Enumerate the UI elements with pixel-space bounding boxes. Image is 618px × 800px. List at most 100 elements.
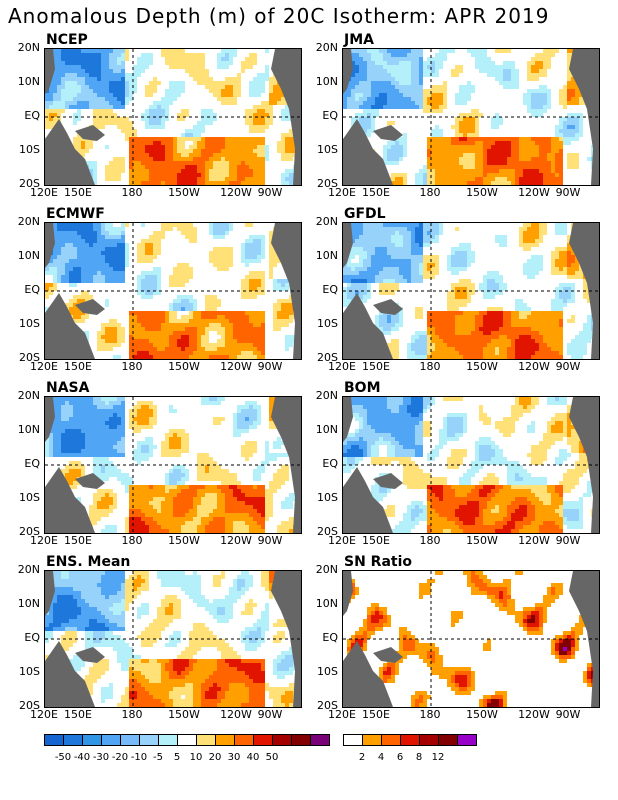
field-cell	[125, 259, 129, 263]
field-cell	[423, 227, 427, 231]
field-cell	[145, 259, 149, 263]
field-cell	[551, 303, 555, 307]
field-cell	[487, 141, 491, 145]
field-cell	[257, 239, 261, 243]
field-cell	[447, 153, 451, 157]
field-cell	[507, 165, 511, 169]
field-cell	[471, 137, 475, 141]
field-cell	[547, 161, 551, 165]
field-cell	[153, 89, 157, 93]
field-cell	[57, 231, 61, 235]
field-cell	[383, 97, 387, 101]
field-cell	[221, 259, 225, 263]
field-cell	[547, 65, 551, 69]
field-cell	[387, 275, 391, 279]
field-cell	[245, 137, 249, 141]
field-cell	[383, 73, 387, 77]
field-cell	[547, 61, 551, 65]
field-cell	[567, 283, 571, 287]
field-cell	[273, 283, 277, 287]
field-cell	[165, 49, 169, 53]
field-cell	[375, 235, 379, 239]
field-cell	[205, 165, 209, 169]
field-cell	[241, 157, 245, 161]
field-cell	[395, 259, 399, 263]
field-cell	[225, 153, 229, 157]
field-cell	[439, 161, 443, 165]
field-cell	[443, 153, 447, 157]
land-mass	[45, 223, 55, 268]
field-cell	[415, 223, 419, 227]
field-cell	[117, 173, 121, 177]
field-cell	[81, 141, 85, 145]
field-cell	[117, 85, 121, 89]
field-cell	[269, 85, 273, 89]
field-cell	[249, 319, 253, 323]
field-cell	[519, 299, 523, 303]
field-cell	[459, 125, 463, 129]
field-cell	[415, 311, 419, 315]
field-cell	[363, 113, 367, 117]
field-cell	[221, 141, 225, 145]
field-cell	[387, 315, 391, 319]
field-cell	[455, 145, 459, 149]
field-cell	[197, 351, 201, 355]
field-cell	[221, 227, 225, 231]
field-cell	[253, 331, 257, 335]
field-cell	[141, 335, 145, 339]
field-cell	[555, 133, 559, 137]
field-cell	[157, 235, 161, 239]
field-cell	[145, 351, 149, 355]
field-cell	[435, 149, 439, 153]
field-cell	[209, 315, 213, 319]
field-cell	[467, 169, 471, 173]
map-plot	[45, 49, 301, 185]
field-cell	[189, 331, 193, 335]
field-cell	[193, 231, 197, 235]
field-cell	[499, 81, 503, 85]
field-cell	[53, 227, 57, 231]
field-cell	[77, 263, 81, 267]
field-cell	[383, 287, 387, 291]
field-cell	[427, 145, 431, 149]
field-cell	[265, 153, 269, 157]
field-cell	[379, 255, 383, 259]
field-cell	[121, 251, 125, 255]
field-cell	[189, 235, 193, 239]
field-cell	[257, 251, 261, 255]
field-cell	[535, 93, 539, 97]
field-cell	[559, 291, 563, 295]
field-cell	[189, 339, 193, 343]
field-cell	[185, 231, 189, 235]
field-cell	[201, 137, 205, 141]
field-cell	[177, 307, 181, 311]
field-cell	[129, 141, 133, 145]
field-cell	[355, 231, 359, 235]
field-cell	[57, 77, 61, 81]
field-cell	[57, 275, 61, 279]
field-cell	[161, 347, 165, 351]
field-cell	[527, 69, 531, 73]
field-cell	[523, 223, 527, 227]
field-cell	[105, 259, 109, 263]
field-cell	[101, 343, 105, 347]
field-cell	[343, 295, 347, 299]
field-cell	[197, 339, 201, 343]
field-cell	[129, 129, 133, 133]
field-cell	[205, 295, 209, 299]
field-cell	[113, 169, 117, 173]
field-cell	[383, 93, 387, 97]
field-cell	[359, 89, 363, 93]
field-cell	[387, 239, 391, 243]
field-cell	[69, 267, 73, 271]
field-cell	[563, 85, 567, 89]
field-cell	[229, 137, 233, 141]
field-cell	[149, 93, 153, 97]
field-cell	[547, 157, 551, 161]
field-cell	[423, 89, 427, 93]
field-cell	[363, 295, 367, 299]
field-cell	[261, 141, 265, 145]
field-cell	[261, 89, 265, 93]
field-cell	[431, 145, 435, 149]
x-tick-label: 150W	[466, 186, 498, 199]
